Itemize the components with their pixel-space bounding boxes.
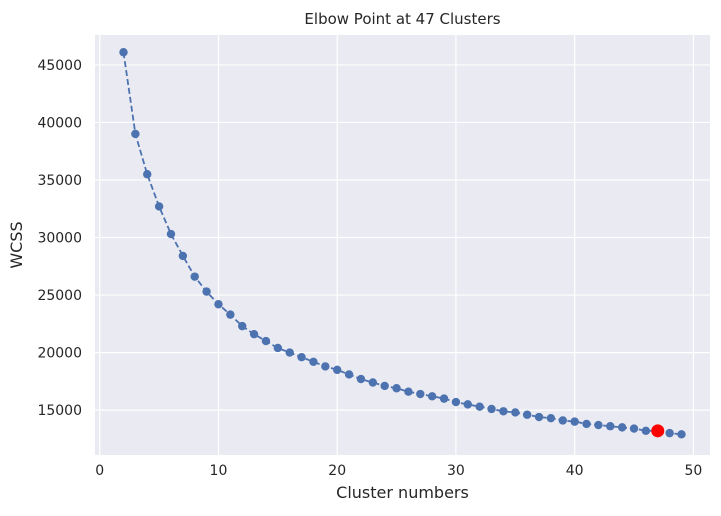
data-point <box>463 400 472 409</box>
y-tick-label: 45000 <box>37 58 82 74</box>
data-point <box>570 417 579 426</box>
x-tick-label: 20 <box>328 463 346 479</box>
x-tick-label: 50 <box>684 463 702 479</box>
data-point <box>416 389 425 399</box>
data-point <box>594 420 603 430</box>
data-point <box>677 430 686 439</box>
x-tick-label: 30 <box>447 463 465 479</box>
data-point <box>285 348 294 357</box>
data-point <box>238 321 247 331</box>
x-tick-label: 10 <box>210 463 228 479</box>
data-point <box>487 404 496 414</box>
data-point <box>558 416 567 425</box>
data-point <box>214 300 223 309</box>
data-point <box>641 426 651 436</box>
data-point <box>439 394 449 403</box>
data-point <box>511 408 520 417</box>
y-tick-label: 35000 <box>37 173 82 189</box>
data-point <box>356 374 366 384</box>
data-point <box>131 129 140 139</box>
data-point <box>617 423 627 432</box>
data-point <box>226 310 235 319</box>
elbow-point-marker <box>651 424 665 438</box>
plot-background <box>95 35 710 455</box>
x-tick-label: 0 <box>95 463 104 479</box>
chart-title: Elbow Point at 47 Clusters <box>304 10 500 28</box>
data-point <box>427 392 437 401</box>
y-tick-label: 20000 <box>37 346 82 362</box>
data-point <box>665 428 674 438</box>
data-point <box>606 422 615 431</box>
data-point <box>582 419 591 429</box>
data-point <box>119 48 128 57</box>
data-point <box>380 381 389 391</box>
data-point <box>249 329 259 339</box>
data-point <box>154 202 164 211</box>
grid-lines <box>95 35 710 455</box>
data-point <box>190 272 199 281</box>
data-point <box>202 287 211 296</box>
data-point <box>166 229 176 239</box>
y-tick-label: 15000 <box>37 403 82 419</box>
data-point <box>143 170 152 179</box>
y-tick-label: 30000 <box>37 231 82 247</box>
data-point <box>344 370 354 379</box>
data-point <box>178 251 188 261</box>
series-layer <box>119 48 686 439</box>
tick-labels: 0 10 20 30 40 50 15000 20000 25000 30000 35000 4000… <box>37 58 702 479</box>
data-point <box>451 397 461 407</box>
data-point <box>273 343 283 353</box>
data-point <box>368 378 378 387</box>
y-axis-label: WCSS <box>7 221 26 268</box>
data-point <box>261 336 271 346</box>
data-point <box>475 402 484 411</box>
y-tick-label: 40000 <box>37 115 82 131</box>
data-point <box>333 365 342 375</box>
data-point <box>534 412 544 422</box>
data-point <box>629 424 639 433</box>
data-point <box>546 413 556 423</box>
x-axis-label: Cluster numbers <box>336 483 469 502</box>
x-tick-label: 40 <box>566 463 584 479</box>
data-point <box>321 362 330 371</box>
data-point <box>499 407 508 416</box>
data-point <box>404 387 413 396</box>
data-point <box>522 410 532 419</box>
data-point <box>392 384 401 393</box>
data-point <box>297 352 306 362</box>
data-point <box>309 357 318 366</box>
y-tick-label: 25000 <box>37 288 82 304</box>
